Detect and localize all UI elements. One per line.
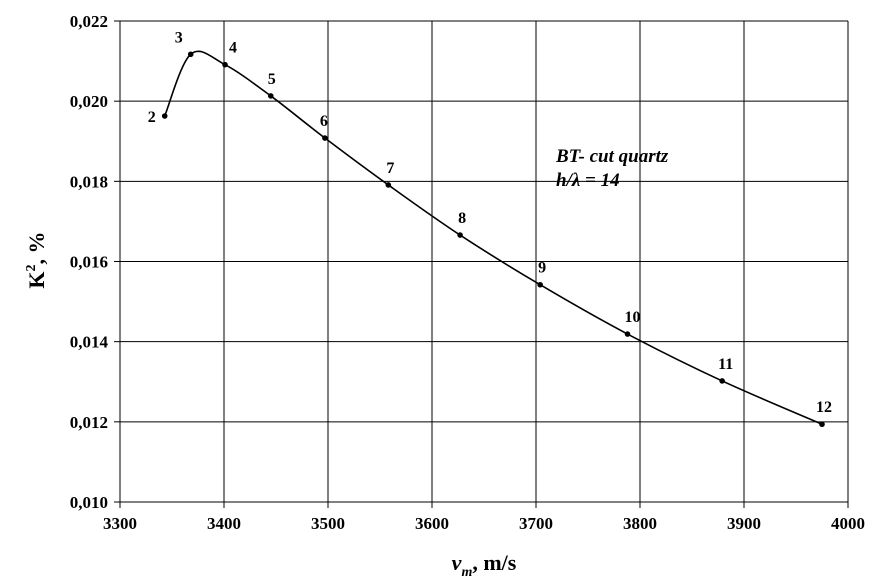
y-tick-label-2: 0,014: [70, 333, 109, 352]
x-tick-label-1: 3400: [207, 514, 241, 533]
x-tick-label-4: 3700: [519, 514, 553, 533]
y-tick-label-3: 0,016: [70, 253, 108, 272]
y-tick-label-1: 0,012: [70, 413, 108, 432]
data-point-7: [385, 182, 392, 188]
annotation-material: BT- cut quartz: [555, 146, 669, 167]
x-axis-title: vm, m/s: [452, 550, 517, 578]
y-tick-label-5: 0,020: [70, 92, 108, 111]
data-points: 2 3 4 5 6 7 8 9 10 11 12: [148, 29, 832, 428]
data-point-5: [268, 93, 274, 99]
data-point-3: [187, 51, 194, 58]
point-label-10: 10: [625, 309, 641, 326]
annotation-ratio: h/λ = 14: [556, 170, 620, 191]
point-label-3: 3: [175, 29, 183, 46]
series-line: [163, 50, 823, 425]
data-point-9: [537, 281, 543, 288]
curve-layer: [163, 50, 823, 425]
point-label-8: 8: [458, 210, 466, 227]
point-label-5: 5: [268, 71, 276, 88]
tick-labels: 3300 3400 3500 3600 3700 3800 3900 4000 0,010 0,0…: [70, 12, 865, 533]
data-point-6: [322, 135, 328, 141]
data-point-11: [719, 378, 725, 384]
x-tick-label-7: 4000: [831, 514, 865, 533]
x-tick-label-3: 3600: [415, 514, 449, 533]
x-tick-label-5: 3800: [623, 514, 657, 533]
x-tick-label-2: 3500: [311, 514, 345, 533]
point-label-11: 11: [718, 356, 733, 373]
data-point-12: [819, 421, 825, 428]
x-tick-label-6: 3900: [727, 514, 761, 533]
data-point-4: [222, 61, 228, 68]
data-point-2: [161, 113, 168, 119]
point-label-9: 9: [538, 260, 546, 277]
point-label-7: 7: [386, 160, 394, 177]
point-label-2: 2: [148, 109, 156, 126]
point-label-12: 12: [816, 399, 832, 416]
grid: [114, 20, 849, 508]
point-label-4: 4: [229, 40, 237, 57]
y-axis-title: K2, %: [24, 231, 49, 288]
data-point-10: [624, 331, 631, 337]
y-tick-label-4: 0,018: [70, 172, 108, 191]
data-point-8: [457, 232, 463, 238]
point-label-6: 6: [320, 113, 328, 130]
y-tick-label-6: 0,022: [70, 12, 108, 31]
y-tick-label-0: 0,010: [70, 493, 108, 512]
x-tick-label-0: 3300: [103, 514, 137, 533]
